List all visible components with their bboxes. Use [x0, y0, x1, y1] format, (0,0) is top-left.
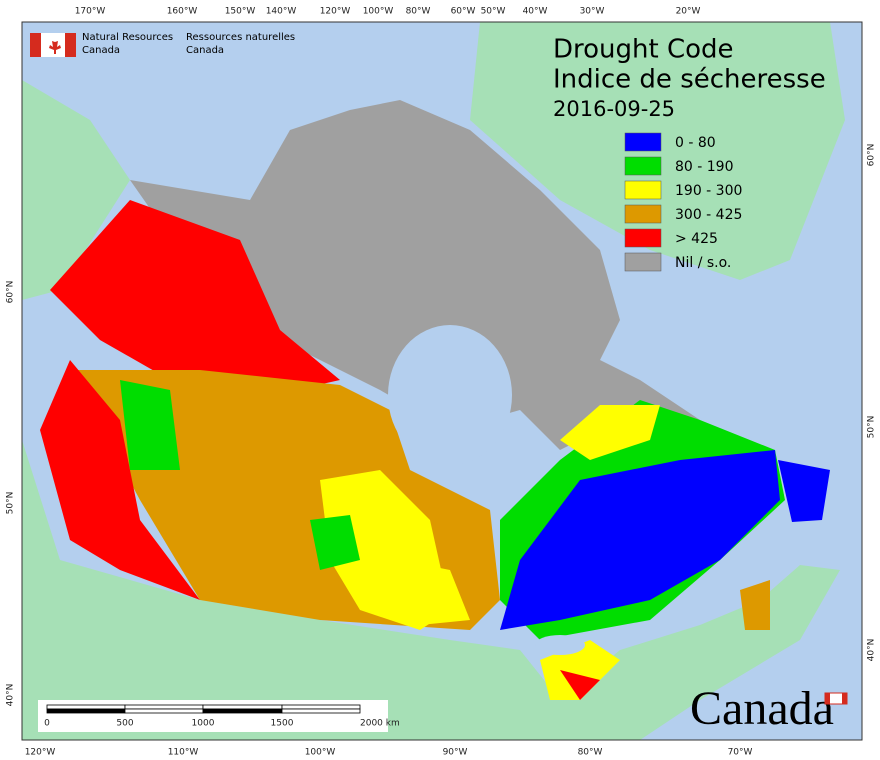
map-frame	[21, 21, 863, 741]
legend-label: 80 - 190	[675, 159, 734, 175]
zone-blue	[778, 460, 830, 522]
longitude-label: 90°W	[443, 748, 468, 758]
map-title: Drought Code	[553, 35, 734, 65]
longitude-label: 80°W	[406, 7, 431, 17]
flag-band	[65, 33, 76, 57]
scale-segment	[281, 704, 361, 710]
zone-yellow	[560, 405, 660, 460]
agency-fr: Ressources naturelles	[186, 32, 295, 43]
longitude-label: 70°W	[728, 748, 753, 758]
agency-fr: Canada	[186, 45, 224, 56]
longitude-label: 120°W	[25, 748, 56, 758]
legend-swatch	[624, 204, 662, 224]
zone-red	[50, 200, 340, 400]
legend-label: 0 - 80	[675, 135, 716, 151]
legend-swatch	[624, 252, 662, 272]
latitude-label: 40°N	[867, 639, 877, 662]
maple-leaf	[49, 37, 61, 54]
hudson-bay	[388, 325, 512, 465]
scale-segment	[124, 704, 204, 710]
latitude-label: 50°N	[867, 416, 877, 439]
scale-label: 2000 km	[360, 719, 400, 729]
legend-swatch	[624, 228, 662, 248]
flag-band	[30, 33, 41, 57]
legend-label: 300 - 425	[675, 207, 742, 223]
longitude-label: 150°W	[225, 7, 256, 17]
agency-en: Natural Resources	[82, 32, 173, 43]
legend-swatch	[624, 156, 662, 176]
zone-orange	[740, 580, 770, 630]
latitude-label: 50°N	[6, 492, 16, 515]
longitude-label: 20°W	[676, 7, 701, 17]
latitude-label: 60°N	[6, 281, 16, 304]
legend-label: > 425	[675, 231, 718, 247]
map-title: Indice de sécheresse	[553, 65, 826, 95]
zone-yellow	[400, 560, 470, 625]
longitude-label: 160°W	[167, 7, 198, 17]
longitude-label: 120°W	[320, 7, 351, 17]
us-land	[22, 440, 840, 740]
zone-green	[120, 380, 180, 470]
legend-label: Nil / s.o.	[675, 255, 731, 271]
longitude-label: 100°W	[363, 7, 394, 17]
longitude-label: 60°W	[451, 7, 476, 17]
scale-segment	[202, 708, 283, 714]
zone-red	[560, 670, 600, 700]
wordmark: Canada	[690, 682, 834, 735]
scale-segment	[46, 704, 126, 710]
map-date: 2016-09-25	[553, 97, 675, 121]
land-layer	[22, 22, 845, 740]
longitude-label: 80°W	[578, 748, 603, 758]
latitude-label: 60°N	[867, 144, 877, 167]
latitude-label: 40°N	[6, 684, 16, 707]
legend-swatch	[624, 180, 662, 200]
scale-segment	[281, 708, 361, 714]
scale-segment	[202, 704, 283, 710]
flag-band	[842, 693, 847, 704]
scale-bar: 0 500 1000 1500 2000 km	[38, 700, 400, 732]
arctic-nodata	[130, 100, 700, 450]
agency-en: Canada	[82, 45, 120, 56]
longitude-label: 140°W	[266, 7, 297, 17]
scale-label: 0	[44, 719, 50, 729]
longitude-label: 110°W	[168, 748, 199, 758]
zone-blue	[500, 450, 780, 630]
scale-label: 1500	[271, 719, 294, 729]
scale-segment	[46, 708, 126, 714]
legend-label: 190 - 300	[675, 183, 742, 199]
alaska	[22, 80, 130, 300]
longitude-label: 50°W	[481, 7, 506, 17]
longitude-label: 170°W	[75, 7, 106, 17]
zone-green	[310, 515, 360, 570]
zone-red	[40, 360, 200, 600]
scale-label: 500	[116, 719, 133, 729]
longitude-label: 40°W	[523, 7, 548, 17]
scale-label: 1000	[192, 719, 215, 729]
longitude-label: 30°W	[580, 7, 605, 17]
legend-swatch	[624, 132, 662, 152]
flag-band	[825, 693, 830, 704]
longitude-label: 100°W	[305, 748, 336, 758]
scale-segment	[124, 708, 204, 714]
great-lakes	[535, 635, 585, 655]
